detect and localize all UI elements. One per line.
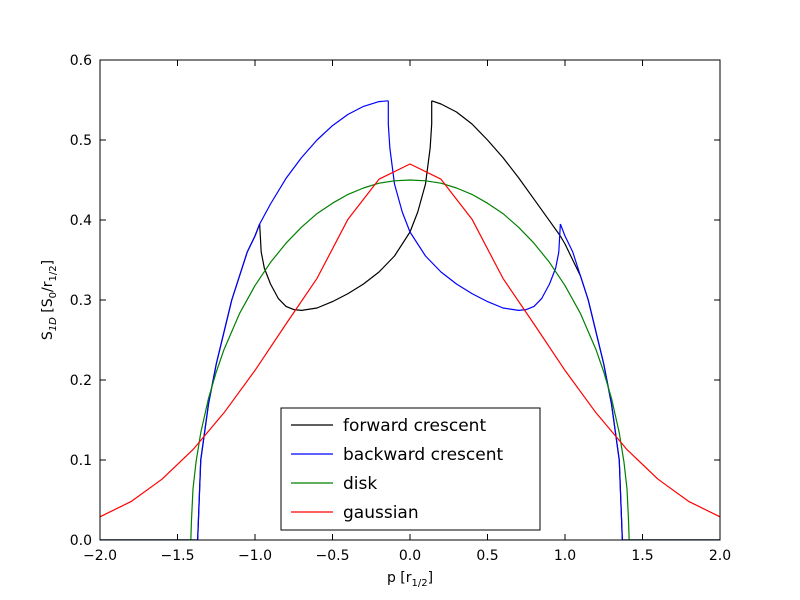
y-axis-label-sub: 1D	[48, 317, 59, 331]
legend: forward crescent backward crescent disk gau…	[280, 407, 541, 531]
legend-box	[280, 407, 541, 531]
series-disk	[100, 179, 720, 540]
x-tick-label: −0.5	[316, 548, 350, 564]
y-axis-label-main: S	[40, 331, 56, 340]
x-tick-label: −2.0	[83, 548, 117, 564]
y-axis-label: S1D [S0/r1/2]	[40, 260, 59, 340]
x-tick-label: 0.5	[476, 548, 498, 564]
y-tick-label: 0.5	[70, 133, 92, 149]
series-line-segment	[559, 223, 623, 540]
series-line-segment	[190, 179, 630, 540]
y-tick-label: 0.1	[70, 453, 92, 469]
plot-area	[100, 100, 720, 540]
x-tick-label: −1.5	[161, 548, 195, 564]
x-tick-label: −1.0	[238, 548, 272, 564]
y-axis-label-close: ]	[40, 260, 56, 265]
y-tick-label: 0.6	[70, 53, 92, 69]
series-line-segment	[100, 163, 720, 518]
legend-entry: backward crescent	[343, 445, 503, 465]
legend-entry: forward crescent	[343, 416, 486, 436]
y-axis-label-sub2: 1/2	[48, 265, 59, 281]
y-tick-label: 0.4	[70, 213, 92, 229]
y-tick-label: 0.0	[70, 533, 92, 549]
series-line-segment	[259, 100, 433, 311]
series-line-segment	[259, 100, 389, 225]
x-axis-label-main: p [r	[387, 570, 412, 586]
series-gaussian	[100, 163, 720, 518]
series-backward-crescent	[100, 100, 720, 540]
y-tick-label: 0.2	[70, 373, 92, 389]
x-axis-label-close: ]	[428, 570, 433, 586]
y-axis-label-mid: [S	[40, 298, 56, 317]
x-axis-label: p [r1/2]	[387, 570, 433, 589]
x-tick-label: 1.5	[631, 548, 653, 564]
legend-entry: gaussian	[343, 503, 419, 523]
x-tick-label: 2.0	[709, 548, 731, 564]
legend-entry: disk	[343, 474, 377, 494]
axis-ticks: −2.0 −1.5 −1.0 −0.5 0.0 0.5 1.0 1.5 2.0 0.0 0.1 0.2…	[70, 53, 731, 564]
x-tick-label: 1.0	[554, 548, 576, 564]
series-line-segment	[197, 223, 261, 540]
x-tick-label: 0.0	[399, 548, 421, 564]
series-line-segment	[387, 100, 561, 311]
x-axis-label-sub: 1/2	[412, 578, 428, 589]
y-axis-label-slash: /r	[40, 281, 56, 292]
y-tick-label: 0.3	[70, 293, 92, 309]
series-line-segment	[431, 100, 561, 237]
y-axis-label-sub0: 0	[48, 292, 59, 298]
